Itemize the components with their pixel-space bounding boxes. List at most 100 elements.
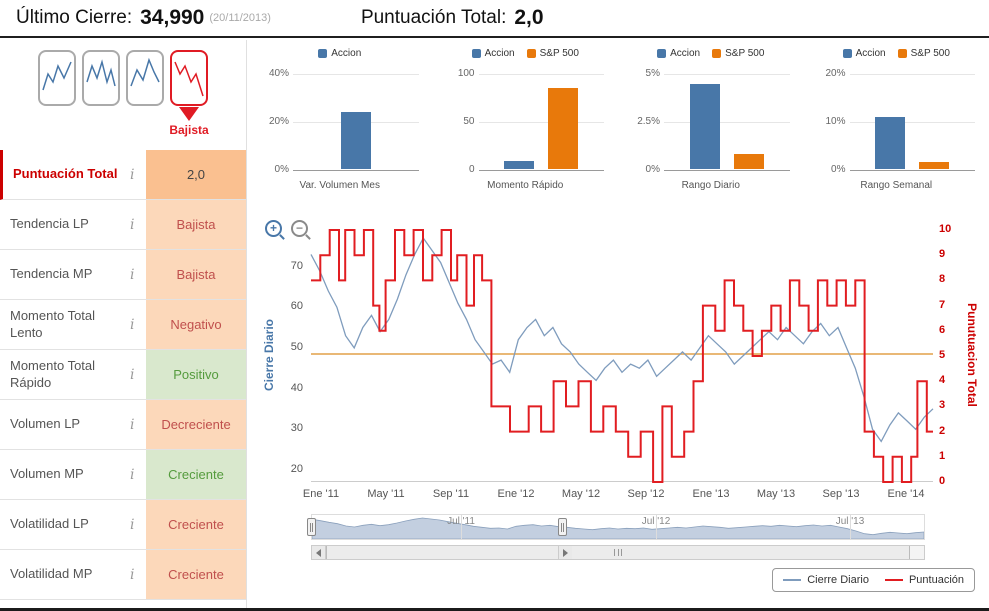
left-axis-tick-label: 50 [290, 340, 303, 353]
zoom-out-button[interactable]: − [291, 220, 308, 237]
gridline [478, 122, 604, 123]
x-axis-tick-label: Sep '13 [822, 488, 860, 500]
legend-label: Accion [484, 48, 515, 59]
gridline [664, 122, 790, 123]
indicator-row-volumen-mp: Volumen MP i Creciente [0, 450, 246, 500]
left-axis-title: Cierre Diario [262, 318, 276, 392]
range-navigator[interactable]: Jul '11 Jul '12 Jul '13 [307, 514, 925, 540]
indicator-value: 2,0 [146, 150, 246, 199]
info-icon[interactable]: i [130, 316, 135, 333]
legend-item-s-p-500: S&P 500 [897, 48, 950, 59]
x-axis-tick-label: May '11 [367, 488, 405, 500]
axis-tick-label: 0% [274, 164, 289, 175]
axis-tick-label: 50 [463, 116, 475, 127]
legend-item-accion: Accion [318, 48, 361, 59]
indicator-label: Momento Total Lento [10, 307, 96, 340]
right-axis-tick-label: 9 [939, 248, 946, 261]
trend-selector: Bajista [0, 40, 246, 150]
gridline [293, 74, 419, 75]
gridline [478, 170, 604, 171]
x-axis-tick-label: Ene '12 [497, 488, 535, 500]
navigator-area-chart [312, 517, 924, 539]
bar-accion [504, 161, 535, 169]
left-axis-tick-label: 30 [290, 422, 303, 435]
navigator-date-label: Jul '11 [447, 516, 475, 527]
bearish-arrow-icon [179, 107, 199, 121]
gridline [849, 122, 975, 123]
charts-region: Accion 40% 20% 0% Var. Volumen Mes Accion S&P … [246, 40, 989, 608]
navigator-left-handle[interactable] [307, 518, 316, 536]
axis-tick-label: 0% [831, 164, 846, 175]
legend-item-cierre-diario[interactable]: Cierre Diario [783, 574, 869, 586]
indicator-label: Volatilidad LP [10, 516, 89, 532]
info-icon[interactable]: i [130, 266, 135, 283]
legend-swatch-icon [897, 49, 907, 58]
info-icon[interactable]: i [130, 466, 135, 483]
sparkline-bearish-icon [174, 61, 204, 97]
indicator-value: Bajista [146, 250, 246, 299]
sidebar: Bajista Puntuación Total i 2,0 Tendencia LP… [0, 40, 246, 608]
indicator-value: Positivo [146, 350, 246, 399]
axis-tick-label: 0% [645, 164, 660, 175]
navigator-gridline [850, 515, 851, 539]
right-axis-tick-label: 6 [939, 323, 946, 336]
total-score-label: Puntuación Total: [360, 7, 507, 28]
legend-label: S&P 500 [725, 48, 765, 59]
info-icon[interactable]: i [130, 516, 135, 533]
scroll-right-button[interactable] [558, 546, 572, 559]
indicator-label: Tendencia LP [10, 216, 89, 232]
legend-swatch-icon [657, 49, 667, 58]
navigator-date-label: Jul '13 [835, 516, 865, 527]
indicator-label: Volumen LP [10, 416, 81, 432]
right-axis-tick-label: 5 [939, 349, 946, 361]
info-icon[interactable]: i [130, 216, 135, 233]
trend-pattern-bajista-icon[interactable] [170, 50, 208, 106]
indicator-row-volatilidad-mp: Volatilidad MP i Creciente [0, 550, 246, 600]
scroll-left-button[interactable] [312, 546, 326, 559]
header: Último Cierre: 34,990 (20/11/2013) Puntu… [0, 0, 989, 38]
indicator-label: Volumen MP [10, 466, 84, 482]
gridline [849, 170, 975, 171]
right-axis-tick-label: 4 [939, 374, 946, 387]
bar-s-p-500 [548, 88, 579, 169]
horizontal-scrollbar[interactable] [311, 545, 925, 560]
indicator-row-volumen-lp: Volumen LP i Decreciente [0, 400, 246, 450]
mini-chart-plot: 100 50 0 [458, 68, 604, 175]
legend-item-puntuacion[interactable]: Puntuación [884, 574, 964, 586]
trend-pattern-3-icon[interactable] [126, 50, 164, 106]
info-icon[interactable]: i [130, 366, 135, 383]
mini-chart-plot: 20% 10% 0% [825, 68, 975, 175]
zoom-in-button[interactable]: + [265, 220, 282, 237]
x-axis-tick-label: Ene '14 [887, 488, 925, 500]
legend-label: S&P 500 [910, 48, 950, 59]
info-icon[interactable]: i [130, 566, 135, 583]
right-arrow-icon [563, 548, 568, 557]
indicator-row-tendencia-mp: Tendencia MP i Bajista [0, 250, 246, 300]
mini-charts-row: Accion 40% 20% 0% Var. Volumen Mes Accion S&P … [247, 40, 989, 212]
info-icon[interactable]: i [130, 416, 135, 433]
left-axis-tick-label: 40 [290, 381, 303, 394]
legend-line-icon [783, 579, 802, 581]
indicator-row-volatilidad-lp: Volatilidad LP i Creciente [0, 500, 246, 550]
navigator-date-label: Jul '12 [641, 516, 671, 527]
indicator-row-tendencia-lp: Tendencia LP i Bajista [0, 200, 246, 250]
trend-pattern-2-icon[interactable] [82, 50, 120, 106]
navigator-gridline [656, 515, 657, 539]
legend-label: Accion [331, 48, 362, 59]
axis-tick-label: 0 [468, 164, 475, 175]
chart-legend: Cierre Diario Puntuación [772, 568, 975, 592]
legend-swatch-icon [471, 49, 481, 58]
info-icon[interactable]: i [130, 166, 135, 183]
navigator-right-handle[interactable] [558, 518, 567, 536]
axis-tick-label: 20% [825, 68, 846, 79]
legend-line-icon [884, 579, 903, 581]
zoom-controls: + − [265, 220, 308, 237]
scrollbar-thumb[interactable] [326, 546, 910, 559]
legend-label: Accion [670, 48, 701, 59]
mini-chart-momento-rapido: Accion S&P 500 100 50 0 Momento Rápido [433, 40, 619, 212]
right-axis-tick-label: 1 [939, 449, 946, 462]
trend-pattern-1-icon[interactable] [38, 50, 76, 106]
indicator-value: Creciente [146, 450, 246, 499]
indicator-row-momento-total-rapido: Momento Total Rápido i Positivo [0, 350, 246, 400]
mini-chart-title: Rango Diario [681, 180, 740, 191]
